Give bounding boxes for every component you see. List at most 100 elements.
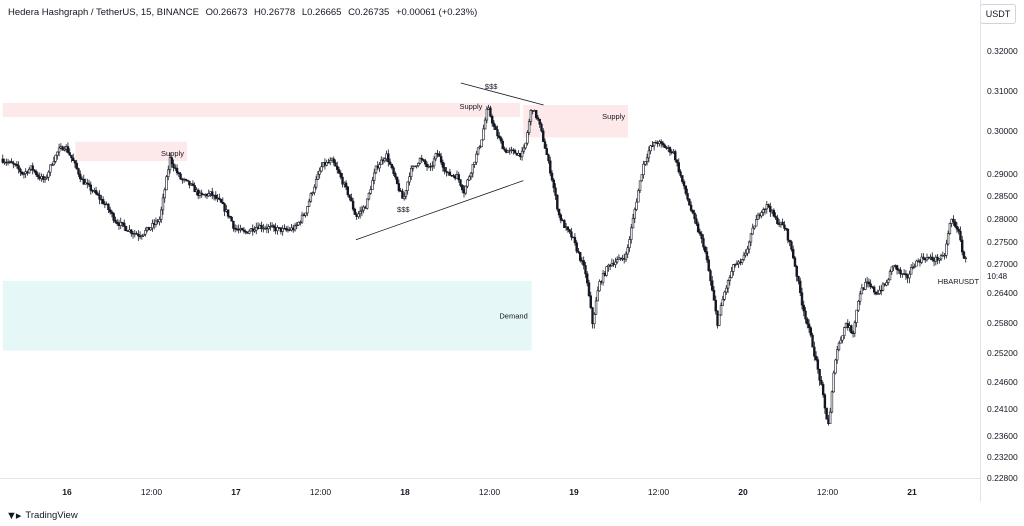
candle-body (765, 204, 769, 210)
candle-body (878, 289, 881, 294)
candle-body (931, 256, 934, 261)
candle-body (800, 292, 804, 306)
candle-body (218, 197, 221, 200)
bar-countdown: 10:48 (987, 272, 1008, 281)
candle-body (130, 229, 133, 234)
candle-body (397, 183, 401, 191)
supply-zone[interactable] (2, 103, 520, 117)
candle-body (304, 212, 307, 216)
candle-body (850, 325, 853, 334)
symbol-price-label: HBARUSDT (938, 277, 980, 286)
candle-body (938, 258, 941, 261)
price-tick-label: 0.22800 (987, 473, 1018, 483)
candle-body (864, 281, 867, 290)
candle-body (219, 199, 223, 203)
candle-body (260, 225, 263, 229)
candle-body (121, 221, 124, 224)
candle-body (814, 355, 818, 360)
candle-body (170, 157, 173, 165)
candle-body (557, 208, 561, 216)
trendline[interactable] (460, 82, 544, 106)
candle-body (108, 209, 112, 213)
candle-body (172, 163, 175, 169)
candle-body (480, 139, 483, 148)
candle-body (483, 119, 487, 130)
candle-body (314, 179, 318, 188)
candle-body (952, 218, 955, 223)
supply-zone[interactable] (75, 141, 187, 162)
candle-body (869, 283, 872, 287)
candle-body (135, 233, 138, 235)
candle-body (476, 147, 480, 155)
candle-body (424, 160, 427, 165)
candle-body (573, 237, 577, 243)
candle-body (962, 251, 966, 259)
candle-body (240, 228, 244, 231)
candle-body (834, 359, 837, 374)
candle-body (232, 220, 235, 229)
candle-body (570, 231, 573, 238)
time-axis-border (0, 478, 980, 479)
candle-body (422, 159, 425, 161)
candle-body (478, 146, 482, 149)
candle-body (461, 185, 464, 191)
candle-body (392, 167, 395, 174)
candle-body (526, 132, 529, 144)
candle-body (684, 185, 688, 194)
candle-body (767, 204, 770, 207)
currency-button[interactable]: USDT (980, 4, 1016, 24)
candle-body (380, 159, 383, 165)
candle-body (855, 309, 858, 323)
time-tick-label: 19 (569, 487, 579, 497)
time-tick-label: 12:00 (479, 487, 501, 497)
symbol-title[interactable]: Hedera Hashgraph / TetherUS, 15, BINANCE (8, 7, 199, 18)
candle-body (94, 190, 98, 194)
candle-body (904, 273, 908, 276)
candle-body (945, 243, 948, 256)
trendline[interactable] (355, 180, 524, 241)
candle-body (887, 279, 890, 283)
candle-body (196, 189, 200, 196)
candle-body (922, 256, 925, 259)
price-tick-label: 0.25800 (987, 318, 1018, 328)
candlestick-chart[interactable]: Supply Supply Demand Supply $$$ $$$ 0.32000 0.3… (0, 0, 1024, 502)
candle-body (735, 263, 739, 265)
candle-body (35, 171, 38, 176)
time-tick-label: 12:00 (310, 487, 332, 497)
candle-body (248, 230, 251, 234)
candle-body (52, 161, 56, 166)
candle-body (211, 191, 214, 197)
candle-body (649, 145, 652, 152)
candle-body (188, 180, 191, 186)
price-tick-label: 0.28500 (987, 191, 1018, 201)
candle-body (401, 190, 404, 199)
candle-body (577, 250, 580, 253)
candle-body (320, 166, 323, 172)
candle-body (242, 229, 246, 232)
supply-zone-label: Supply (602, 112, 625, 121)
candle-body (498, 135, 501, 138)
candle-body (492, 122, 496, 127)
candle-body (306, 206, 309, 214)
candle-body (395, 176, 399, 184)
candle-body (27, 168, 31, 174)
candle-body (675, 159, 679, 163)
candle-body (711, 280, 714, 291)
candle-body (123, 222, 126, 227)
demand-zone[interactable] (2, 280, 532, 351)
candle-body (615, 259, 619, 263)
candle-body (110, 211, 114, 214)
candle-body (348, 194, 351, 198)
candle-body (837, 342, 841, 351)
candle-body (101, 199, 105, 205)
candle-body (267, 226, 270, 230)
price-tick-label: 0.31000 (987, 86, 1018, 96)
candle-body (839, 339, 842, 344)
candle-body (167, 169, 170, 178)
candle-body (66, 146, 70, 153)
candle-body (353, 208, 357, 215)
tradingview-branding[interactable]: ▼▸ TradingView (6, 509, 78, 522)
candle-body (272, 225, 276, 228)
candle-body (297, 222, 300, 226)
candle-body (344, 182, 348, 188)
